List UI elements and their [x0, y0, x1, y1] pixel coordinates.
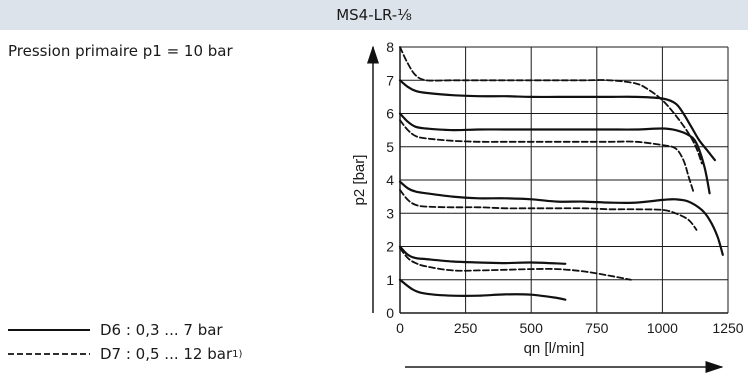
x-tick-label: 250 — [454, 320, 478, 336]
series-line-8-solid — [398, 79, 716, 162]
legend-dashed: D7 : 0,5 ... 12 bar 1) — [8, 342, 242, 366]
y-tick-label: 3 — [386, 205, 394, 221]
legend-footnote: 1) — [232, 348, 243, 360]
solid-line-icon — [8, 329, 90, 331]
x-tick-label: 500 — [520, 320, 544, 336]
x-axis-label: qn [l/min] — [524, 340, 585, 357]
y-tick-label: 2 — [386, 239, 394, 255]
series-line-5-solid — [398, 180, 724, 256]
x-tick-label: 0 — [396, 320, 404, 336]
series-line-9-dashed — [399, 46, 703, 165]
x-tick-label: 1000 — [647, 320, 678, 336]
chart-ticks: 0 250 500 750 1000 1250 0 1 2 3 4 5 6 7 8 — [386, 39, 744, 336]
chart-grid — [399, 46, 729, 314]
series-line-7-solid — [398, 112, 711, 195]
legend: D6 : 0,3 ... 7 bar D7 : 0,5 ... 12 bar 1) — [8, 318, 242, 366]
series-line-2-dashed — [399, 247, 632, 281]
series-line-3-solid — [398, 245, 567, 265]
legend-dashed-label: D7 : 0,5 ... 12 bar — [100, 345, 233, 363]
x-tick-label: 1250 — [712, 320, 743, 336]
primary-pressure-label: Pression primaire p1 = 10 bar — [8, 42, 233, 60]
x-tick-label: 750 — [585, 320, 609, 336]
y-tick-label: 4 — [386, 172, 394, 188]
y-tick-label: 1 — [386, 272, 394, 288]
dashed-line-icon — [8, 353, 90, 355]
y-tick-label: 8 — [386, 39, 394, 55]
series-line-6-dashed — [399, 119, 695, 195]
y-tick-label: 7 — [386, 72, 394, 88]
legend-solid-label: D6 : 0,3 ... 7 bar — [100, 321, 223, 339]
legend-solid: D6 : 0,3 ... 7 bar — [8, 318, 242, 342]
series-line-4-dashed — [399, 189, 698, 231]
series-line-1-solid — [398, 278, 567, 301]
y-tick-label: 5 — [386, 139, 394, 155]
y-axis-label: p2 [bar] — [351, 155, 368, 206]
y-tick-label: 6 — [386, 106, 394, 122]
chart-series — [398, 46, 724, 301]
chart-header: MS4-LR-⅛ — [0, 0, 748, 30]
y-tick-label: 0 — [386, 305, 394, 321]
product-title: MS4-LR-⅛ — [336, 6, 412, 24]
